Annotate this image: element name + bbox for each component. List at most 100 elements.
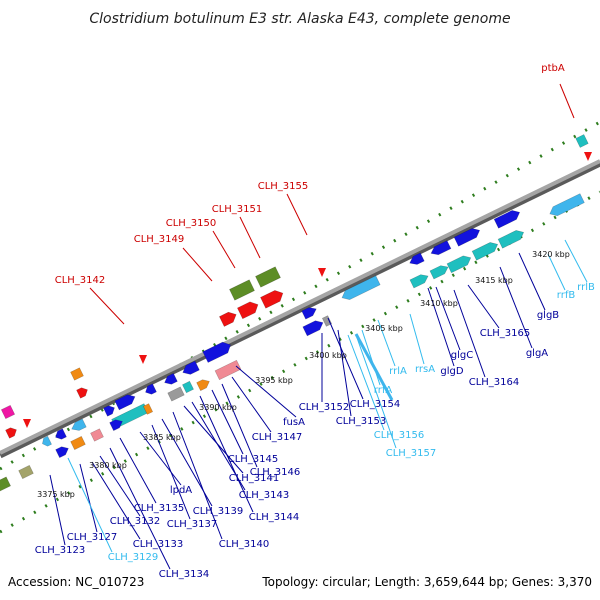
gene-lower	[167, 386, 185, 402]
label-dark-8: CLH_3139	[193, 506, 244, 517]
label-dark-19: CLH_3154	[350, 399, 401, 410]
gene-lower	[302, 320, 324, 337]
kbp-scale-label: 3400 kbp	[309, 351, 347, 360]
gene-upper	[145, 383, 157, 395]
gene-upper	[255, 266, 281, 288]
label-clh-3142-leader	[89, 287, 125, 325]
label-clh-3150-leader	[212, 230, 236, 269]
gene-lower	[497, 230, 525, 249]
label-light-3: rrfA	[374, 385, 393, 396]
label-dark-11: CLH_3143	[239, 490, 290, 501]
kbp-scale-label: 3375 kbp	[37, 490, 75, 499]
label-leader-lines	[49, 83, 588, 570]
label-dark-15-leader	[231, 376, 272, 433]
gene-lower	[301, 307, 317, 320]
label-dark-4-leader	[109, 447, 171, 570]
feature-marker	[318, 268, 326, 277]
gene-upper	[453, 228, 481, 247]
label-clh-3151: CLH_3151	[212, 204, 263, 215]
label-dark-16-leader	[235, 365, 297, 418]
gene-upper	[42, 435, 52, 447]
gene-upper	[103, 405, 115, 417]
label-ptba-leader	[559, 83, 575, 119]
kbp-scale-label: 3380 kbp	[89, 461, 127, 470]
label-dark-1: CLH_3127	[67, 532, 118, 543]
label-light-1-leader	[347, 334, 385, 431]
label-dark-4: CLH_3134	[159, 569, 210, 580]
label-dark-5-leader	[119, 437, 157, 504]
label-dark-22: CLH_3164	[469, 377, 520, 388]
map-title: Clostridium botulinum E3 str. Alaska E43…	[89, 11, 510, 27]
label-dark-13-leader	[211, 389, 244, 455]
gene-lower	[409, 274, 429, 289]
label-dark-13: CLH_3145	[228, 454, 279, 465]
gene-lower	[429, 265, 449, 280]
label-dark-20-leader	[427, 287, 455, 367]
label-light-2: CLH_3157	[386, 448, 437, 459]
label-clh-3149-leader	[182, 247, 213, 282]
label-dark-3: CLH_3132	[110, 516, 161, 527]
label-dark-2: CLH_3133	[133, 539, 184, 550]
label-light-6-leader	[547, 253, 566, 291]
gene-upper	[549, 193, 585, 217]
gene-upper	[409, 252, 425, 265]
label-light-3-leader	[361, 329, 381, 386]
label-dark-1-leader	[79, 463, 98, 533]
label-ptba: ptbA	[541, 63, 565, 74]
label-dark-14: CLH_3146	[250, 467, 301, 478]
gene-upper	[202, 341, 231, 363]
kbp-scale-label: 3395 kbp	[255, 376, 293, 385]
label-clh-3155-leader	[286, 193, 308, 236]
label-dark-0: CLH_3123	[35, 545, 86, 556]
label-clh-3151-leader	[239, 216, 261, 259]
label-light-4-leader	[377, 319, 396, 367]
label-dark-10: CLH_3141	[229, 473, 280, 484]
kbp-scale-label: 3415 kbp	[475, 276, 513, 285]
feature-marker	[23, 419, 31, 428]
label-dark-6: lpdA	[170, 485, 192, 496]
gene-labels: 3375 kbp 3380 kbp 3385 kbp 3390 kbp 3395 kbp…	[35, 63, 595, 580]
feature-marker	[584, 152, 592, 161]
label-dark-9-leader	[172, 411, 223, 540]
gene-lower	[471, 242, 499, 261]
gene-upper	[430, 240, 452, 256]
label-clh-3142: CLH_3142	[55, 275, 106, 286]
gene-lower	[182, 380, 194, 394]
label-dark-22-leader	[453, 289, 486, 378]
kbp-scale-label: 3385 kbp	[143, 433, 181, 442]
gene-upper	[0, 404, 16, 420]
label-dark-0-leader	[49, 474, 66, 546]
gene-lower	[196, 379, 210, 392]
gene-upper	[5, 427, 17, 439]
label-dark-2-leader	[91, 461, 141, 540]
label-dark-10-leader	[183, 405, 244, 474]
topology-label: Topology: circular; Length: 3,659,644 bp…	[261, 575, 592, 589]
label-dark-20: glgD	[440, 366, 463, 377]
kbp-scale-label: 3410 kbp	[420, 299, 458, 308]
gene-upper	[164, 372, 178, 385]
gene-upper	[236, 301, 259, 320]
label-light-5-leader	[409, 313, 425, 365]
label-dark-12: CLH_3144	[249, 512, 300, 523]
label-light-2-leader	[355, 334, 397, 449]
label-dark-23-leader	[467, 284, 500, 329]
label-dark-19-leader	[327, 317, 364, 400]
label-dark-25-leader	[518, 252, 546, 311]
label-dark-18-leader	[337, 329, 352, 417]
label-light-7: rrlB	[577, 282, 595, 293]
gene-upper	[182, 360, 200, 375]
label-dark-25: glgB	[537, 310, 559, 321]
gene-lower	[70, 435, 86, 451]
label-dark-16: fusA	[283, 417, 305, 428]
gene-upper	[70, 367, 84, 381]
label-light-0: CLH_3129	[108, 552, 159, 563]
feature-marker	[139, 355, 147, 364]
label-dark-14-leader	[221, 383, 258, 468]
gene-lower	[55, 446, 69, 459]
gene-lower	[18, 464, 34, 480]
label-dark-21: glgC	[451, 350, 473, 361]
gene-upper	[341, 275, 381, 300]
gene-upper	[229, 279, 255, 301]
gene-upper	[71, 418, 87, 431]
